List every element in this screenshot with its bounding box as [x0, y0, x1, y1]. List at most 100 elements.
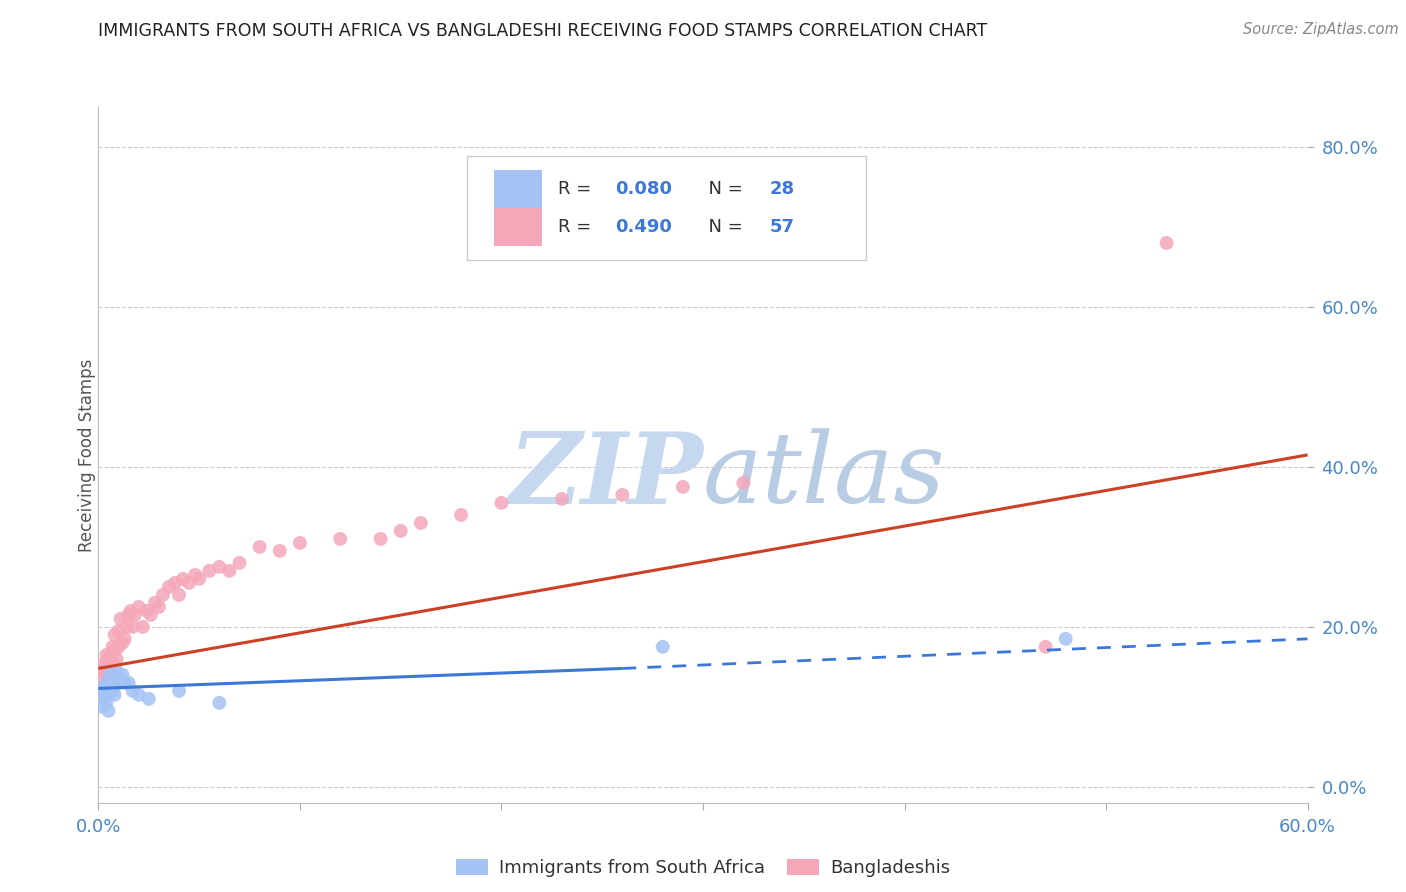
- Point: [93, 691, 115, 706]
- Point: [96, 696, 118, 710]
- Point: [208, 560, 231, 574]
- Text: 28: 28: [769, 180, 794, 198]
- Text: 57: 57: [769, 218, 794, 235]
- Point: [103, 644, 125, 658]
- Point: [97, 676, 120, 690]
- Point: [450, 508, 472, 522]
- Point: [167, 588, 190, 602]
- Point: [138, 691, 160, 706]
- Point: [96, 660, 118, 674]
- Point: [128, 688, 150, 702]
- Point: [97, 704, 120, 718]
- Point: [1156, 235, 1178, 250]
- Point: [128, 599, 150, 614]
- Point: [105, 664, 128, 678]
- Point: [491, 496, 513, 510]
- Text: atlas: atlas: [703, 428, 946, 524]
- Point: [100, 680, 122, 694]
- Point: [249, 540, 271, 554]
- Point: [228, 556, 250, 570]
- Point: [121, 683, 143, 698]
- Point: [107, 624, 129, 638]
- Point: [157, 580, 180, 594]
- Text: ZIP: ZIP: [508, 427, 703, 524]
- Point: [288, 536, 311, 550]
- FancyBboxPatch shape: [467, 156, 866, 260]
- Point: [167, 683, 190, 698]
- Point: [118, 607, 141, 622]
- Point: [114, 632, 136, 646]
- Point: [152, 588, 174, 602]
- Point: [100, 668, 122, 682]
- Point: [188, 572, 211, 586]
- Point: [96, 676, 118, 690]
- Point: [93, 656, 115, 670]
- Text: Source: ZipAtlas.com: Source: ZipAtlas.com: [1243, 22, 1399, 37]
- Text: 0.490: 0.490: [614, 218, 672, 235]
- Text: N =: N =: [697, 180, 748, 198]
- Point: [269, 544, 291, 558]
- Point: [118, 676, 141, 690]
- Point: [651, 640, 673, 654]
- Point: [101, 640, 124, 654]
- Text: R =: R =: [558, 180, 598, 198]
- Point: [121, 620, 143, 634]
- Point: [198, 564, 221, 578]
- Point: [91, 699, 114, 714]
- Point: [163, 575, 186, 590]
- Point: [107, 640, 129, 654]
- Y-axis label: Receiving Food Stamps: Receiving Food Stamps: [79, 359, 96, 551]
- Point: [107, 676, 129, 690]
- Point: [103, 628, 125, 642]
- Point: [111, 636, 134, 650]
- Text: IMMIGRANTS FROM SOUTH AFRICA VS BANGLADESHI RECEIVING FOOD STAMPS CORRELATION CH: IMMIGRANTS FROM SOUTH AFRICA VS BANGLADE…: [98, 22, 987, 40]
- Point: [110, 672, 132, 686]
- Point: [120, 604, 142, 618]
- Point: [101, 676, 124, 690]
- Point: [208, 696, 231, 710]
- Point: [97, 688, 120, 702]
- Point: [100, 648, 122, 662]
- Point: [132, 620, 155, 634]
- Point: [100, 660, 122, 674]
- Point: [114, 676, 136, 690]
- Point: [110, 612, 132, 626]
- FancyBboxPatch shape: [494, 208, 543, 246]
- Point: [89, 672, 111, 686]
- Point: [103, 688, 125, 702]
- Point: [551, 491, 574, 506]
- FancyBboxPatch shape: [494, 170, 543, 208]
- Point: [115, 620, 138, 634]
- Point: [329, 532, 352, 546]
- Point: [96, 648, 118, 662]
- Point: [97, 652, 120, 666]
- Point: [409, 516, 432, 530]
- Point: [177, 575, 201, 590]
- Point: [184, 567, 207, 582]
- Text: R =: R =: [558, 218, 598, 235]
- Point: [101, 656, 124, 670]
- Point: [111, 668, 134, 682]
- Point: [148, 599, 170, 614]
- Point: [135, 604, 157, 618]
- Point: [389, 524, 412, 538]
- Point: [672, 480, 695, 494]
- Point: [105, 652, 128, 666]
- Point: [370, 532, 392, 546]
- Point: [93, 680, 115, 694]
- Legend: Immigrants from South Africa, Bangladeshis: Immigrants from South Africa, Bangladesh…: [449, 852, 957, 884]
- Text: 0.080: 0.080: [614, 180, 672, 198]
- Point: [97, 664, 120, 678]
- Point: [1035, 640, 1057, 654]
- Point: [124, 607, 146, 622]
- Point: [172, 572, 194, 586]
- Text: N =: N =: [697, 218, 748, 235]
- Point: [89, 683, 111, 698]
- Point: [139, 607, 162, 622]
- Point: [101, 683, 124, 698]
- Point: [143, 596, 166, 610]
- Point: [218, 564, 240, 578]
- Point: [91, 664, 114, 678]
- Point: [612, 488, 634, 502]
- Point: [733, 475, 755, 490]
